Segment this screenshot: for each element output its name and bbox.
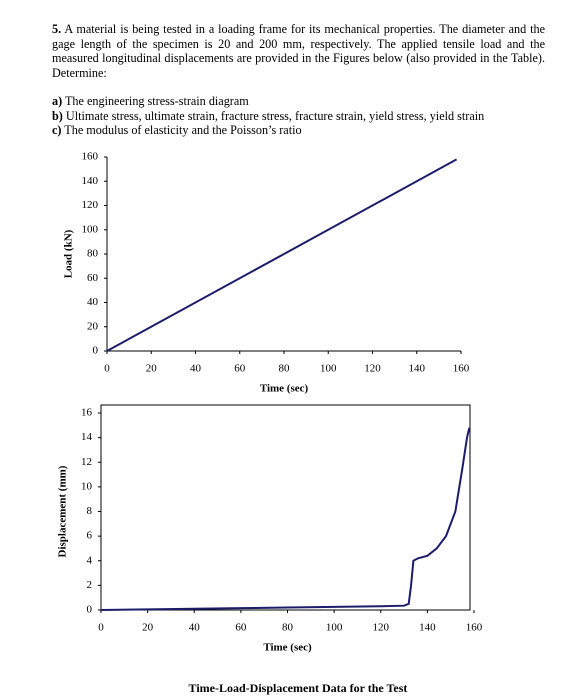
y-tick-label: 80 bbox=[87, 248, 99, 260]
y-tick-label: 0 bbox=[87, 604, 93, 616]
item: c) The modulus of elasticity and the Poi… bbox=[52, 123, 545, 138]
y-tick-label: 12 bbox=[81, 456, 92, 468]
y-tick-label: 2 bbox=[87, 579, 93, 591]
y-tick-label: 0 bbox=[93, 345, 99, 357]
x-tick-label: 0 bbox=[104, 363, 110, 375]
plot-frame bbox=[100, 404, 471, 611]
y-tick-label: 160 bbox=[82, 151, 99, 163]
x-tick-label: 140 bbox=[419, 622, 436, 634]
x-tick-label: 120 bbox=[373, 622, 390, 634]
data-line bbox=[100, 427, 471, 611]
x-tick-label: 0 bbox=[98, 622, 104, 634]
y-tick-label: 40 bbox=[87, 296, 99, 308]
x-tick-label: 60 bbox=[234, 363, 246, 375]
y-tick-label: 140 bbox=[82, 175, 99, 187]
x-tick-label: 160 bbox=[466, 622, 483, 634]
x-tick-label: 100 bbox=[326, 622, 343, 634]
x-tick-label: 160 bbox=[453, 363, 470, 375]
x-tick-label: 80 bbox=[282, 622, 294, 634]
data-line bbox=[106, 158, 458, 352]
problem-statement: 5. A material is being tested in a loadi… bbox=[52, 22, 545, 80]
item-label: a) bbox=[52, 94, 63, 108]
y-tick-label: 8 bbox=[87, 505, 93, 517]
y-tick-label: 16 bbox=[81, 407, 93, 419]
problem-number: 5. bbox=[52, 22, 62, 36]
x-tick-label: 140 bbox=[409, 363, 426, 375]
footer: Time-Load-Displacement Data for the Test bbox=[188, 681, 408, 695]
item-label: c) bbox=[52, 123, 62, 137]
x-tick-label: 120 bbox=[364, 363, 381, 375]
y-tick-label: 6 bbox=[87, 530, 93, 542]
item: b) Ultimate stress, ultimate strain, fra… bbox=[52, 109, 545, 124]
item-text: The modulus of elasticity and the Poisso… bbox=[64, 123, 302, 137]
y-tick-label: 4 bbox=[87, 554, 93, 566]
y-tick-label: 20 bbox=[87, 320, 99, 332]
x-tick-label: 80 bbox=[279, 363, 291, 375]
x-axis-title: Time (sec) bbox=[263, 642, 312, 654]
x-axis-title: Time (sec) bbox=[260, 383, 309, 395]
x-tick-label: 40 bbox=[189, 622, 201, 634]
y-tick-label: 60 bbox=[87, 272, 99, 284]
y-axis-title: Displacement (mm) bbox=[57, 465, 69, 557]
item-text: Ultimate stress, ultimate strain, fractu… bbox=[65, 108, 485, 123]
item-text: The engineering stress-strain diagram bbox=[64, 94, 249, 108]
x-tick-label: 60 bbox=[235, 622, 247, 634]
x-tick-label: 40 bbox=[190, 363, 202, 375]
y-tick-label: 120 bbox=[82, 199, 99, 211]
y-tick-label: 14 bbox=[81, 431, 93, 443]
item-label: b) bbox=[52, 108, 63, 123]
item: a) The engineering stress-strain diagram bbox=[52, 94, 545, 109]
y-tick-label: 10 bbox=[81, 480, 93, 492]
problem: 5. A material is being tested in a loadi… bbox=[52, 22, 545, 138]
x-tick-label: 100 bbox=[320, 363, 337, 375]
x-tick-label: 20 bbox=[142, 622, 154, 634]
y-axis-title: Load (kN) bbox=[63, 229, 75, 278]
problem-text: A material is being tested in a loading … bbox=[52, 22, 545, 80]
x-tick-label: 20 bbox=[146, 363, 158, 375]
item-list: a) The engineering stress-strain diagram… bbox=[52, 94, 545, 138]
y-tick-label: 100 bbox=[82, 223, 99, 235]
